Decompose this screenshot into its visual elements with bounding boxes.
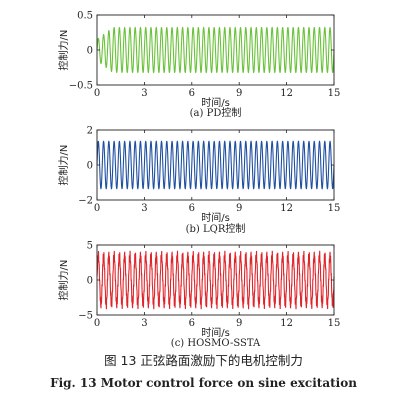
subfigure-caption: (c) HOSMO-SSTA (171, 338, 261, 349)
x-tick-label: 9 (236, 318, 242, 329)
x-tick-label: 6 (189, 88, 195, 99)
x-axis-label: 时间/s (201, 96, 230, 109)
subfigure-caption: (a) PD控制 (190, 106, 242, 119)
series-line-1 (96, 26, 335, 74)
series-line-3 (96, 250, 335, 310)
x-tick-label: 15 (328, 318, 341, 329)
figure-caption-english: Fig. 13 Motor control force on sine exci… (50, 376, 357, 390)
y-tick-label: −5 (78, 311, 93, 322)
y-tick-label: −0.5 (69, 81, 93, 92)
y-tick-label: 2 (87, 126, 93, 137)
figure-caption-chinese: 图 13 正弦路面激励下的电机控制力 (104, 353, 303, 368)
y-axis-label: 控制力/N (57, 145, 70, 186)
x-axis-label: 时间/s (201, 326, 230, 339)
x-tick-label: 9 (236, 88, 242, 99)
y-axis-label: 控制力/N (57, 30, 70, 71)
y-tick-label: 5 (87, 241, 93, 252)
y-tick-label: −2 (78, 196, 93, 207)
series-line-2 (96, 140, 335, 190)
x-tick-label: 12 (280, 318, 293, 329)
x-tick-label: 0 (94, 203, 100, 214)
subfigure-caption: (b) LQR控制 (186, 222, 246, 235)
y-tick-label: 0.5 (77, 11, 93, 22)
x-tick-label: 12 (280, 88, 293, 99)
y-axis-label: 控制力/N (57, 260, 70, 301)
x-tick-label: 3 (141, 318, 147, 329)
x-tick-label: 9 (236, 203, 242, 214)
x-tick-label: 6 (189, 318, 195, 329)
y-tick-label: 0 (87, 276, 93, 287)
x-tick-label: 3 (141, 88, 147, 99)
x-tick-label: 15 (328, 203, 341, 214)
x-tick-label: 6 (189, 203, 195, 214)
x-tick-label: 15 (328, 88, 341, 99)
x-tick-label: 0 (94, 88, 100, 99)
x-axis-label: 时间/s (201, 211, 230, 224)
x-tick-label: 3 (141, 203, 147, 214)
y-tick-label: 0 (87, 161, 93, 172)
x-tick-label: 12 (280, 203, 293, 214)
y-tick-label: 0 (87, 46, 93, 57)
x-tick-label: 0 (94, 318, 100, 329)
